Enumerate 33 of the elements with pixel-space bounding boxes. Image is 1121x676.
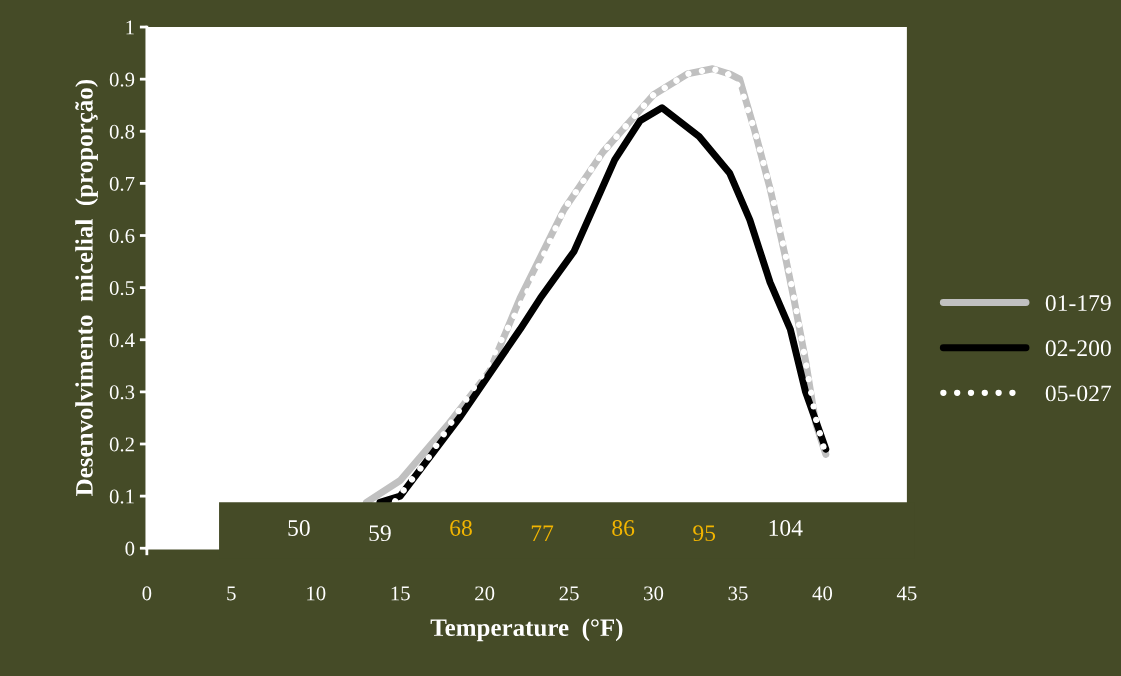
y-tick-label: 0.6 xyxy=(109,228,135,244)
legend-label: 01-179 xyxy=(1045,295,1111,311)
x-tick-label: 45 xyxy=(896,586,917,601)
annotation: 59 xyxy=(369,525,391,542)
x-tick-label: 25 xyxy=(559,586,579,601)
x-tick-label: 30 xyxy=(644,586,664,601)
x-tick-label: 10 xyxy=(307,586,326,601)
annotation: 104 xyxy=(769,519,803,536)
annotation: 68 xyxy=(450,519,472,536)
y-tick-label: 0.2 xyxy=(109,437,134,452)
x-tick-label: 35 xyxy=(728,586,748,601)
x-tick-label: 20 xyxy=(475,586,495,601)
y-tick-label: 0 xyxy=(125,541,135,556)
y-axis-title: Desenvolvimento micelial (proporção) xyxy=(75,79,98,496)
legend-label: 02-200 xyxy=(1045,340,1111,357)
y-tick-label: 1 xyxy=(126,20,134,35)
y-tick-label: 0.8 xyxy=(109,124,135,139)
x-tick-label: 0 xyxy=(142,586,152,601)
x-tick-label: 5 xyxy=(227,586,236,601)
annotation: 77 xyxy=(531,525,554,541)
annotation: 86 xyxy=(612,519,635,536)
annotation: 50 xyxy=(288,519,310,536)
legend-label: 05-027 xyxy=(1045,385,1112,402)
annotation: 95 xyxy=(693,525,716,542)
x-tick-label: 15 xyxy=(391,586,410,601)
y-tick-label: 0.9 xyxy=(109,72,135,87)
y-tick-label: 0.3 xyxy=(109,385,135,400)
y-tick-label: 0.7 xyxy=(109,176,135,191)
y-tick-label: 0.1 xyxy=(109,489,134,504)
y-tick-label: 0.5 xyxy=(109,281,135,296)
x-axis-title: Temperature (°F) xyxy=(430,618,623,642)
x-tick-label: 40 xyxy=(812,586,833,601)
y-tick-label: 0.4 xyxy=(109,333,135,348)
